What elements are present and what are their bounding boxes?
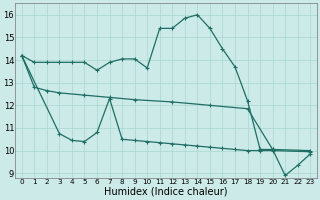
X-axis label: Humidex (Indice chaleur): Humidex (Indice chaleur): [104, 187, 228, 197]
